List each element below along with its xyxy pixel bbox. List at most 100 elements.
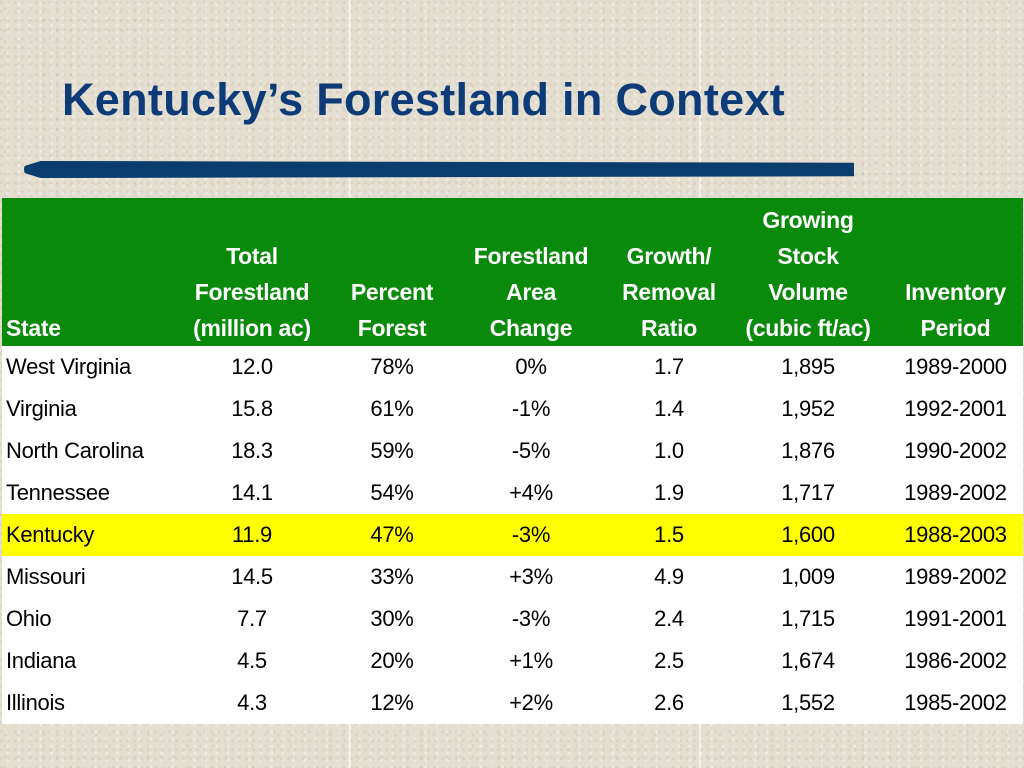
cell-inventory-period: 1985-2002: [904, 690, 1007, 715]
cell-growth-removal-ratio: 1.4: [654, 396, 684, 421]
header-forestland-area-change: Forestland Area Change: [452, 198, 610, 346]
header-line: Volume: [768, 279, 848, 305]
cell-state: Kentucky: [6, 522, 95, 547]
cell-inventory-period: 1989-2002: [904, 480, 1007, 505]
header-line: Removal: [622, 279, 716, 305]
header-line: Inventory: [905, 279, 1006, 305]
cell-percent-forest: 61%: [370, 396, 414, 421]
cell-growth-removal-ratio: 2.4: [654, 606, 684, 631]
cell-inventory-period: 1988-2003: [904, 522, 1007, 547]
header-line: Forestland: [473, 243, 589, 269]
header-line: Forestland: [194, 279, 310, 305]
cell-stock-volume: 1,600: [781, 522, 835, 547]
header-line: Ratio: [640, 315, 697, 341]
header-line: State: [6, 315, 61, 341]
table-row: North Carolina 18.3 59% -5% 1.0 1,876 19…: [2, 430, 1023, 472]
table-header: State Total Forestland (million ac) Perc…: [2, 198, 1023, 346]
cell-area-change: +2%: [509, 690, 553, 715]
header-state: State: [2, 198, 172, 346]
cell-area-change: -5%: [511, 438, 551, 463]
slide-title: Kentucky’s Forestland in Context: [62, 74, 786, 125]
cell-area-change: -3%: [511, 606, 551, 631]
cell-total-forestland: 14.5: [231, 564, 273, 589]
cell-percent-forest: 59%: [370, 438, 414, 463]
table-row: West Virginia 12.0 78% 0% 1.7 1,895 1989…: [2, 346, 1023, 388]
cell-total-forestland: 12.0: [231, 354, 273, 379]
cell-stock-volume: 1,552: [781, 690, 835, 715]
cell-stock-volume: 1,715: [781, 606, 835, 631]
cell-stock-volume: 1,895: [781, 354, 835, 379]
cell-percent-forest: 47%: [370, 522, 414, 547]
table-row-highlighted: Kentucky 11.9 47% -3% 1.5 1,600 1988-200…: [2, 514, 1023, 556]
table-row: Virginia 15.8 61% -1% 1.4 1,952 1992-200…: [2, 388, 1023, 430]
cell-state: Tennessee: [6, 480, 110, 505]
table-row: Indiana 4.5 20% +1% 2.5 1,674 1986-2002: [2, 640, 1023, 682]
header-inventory-period: Inventory Period: [888, 198, 1023, 346]
cell-percent-forest: 12%: [370, 690, 414, 715]
cell-total-forestland: 18.3: [231, 438, 273, 463]
cell-percent-forest: 20%: [370, 648, 414, 673]
header-line: Growing: [762, 207, 854, 233]
header-line: (million ac): [193, 315, 311, 341]
cell-stock-volume: 1,876: [781, 438, 835, 463]
header-line: Total: [226, 243, 278, 269]
cell-growth-removal-ratio: 1.5: [654, 522, 684, 547]
cell-state: Missouri: [6, 564, 86, 589]
cell-percent-forest: 54%: [370, 480, 414, 505]
header-line: Change: [489, 315, 573, 341]
table-row: Ohio 7.7 30% -3% 2.4 1,715 1991-2001: [2, 598, 1023, 640]
table-row: Missouri 14.5 33% +3% 4.9 1,009 1989-200…: [2, 556, 1023, 598]
cell-inventory-period: 1986-2002: [904, 648, 1007, 673]
cell-state: Illinois: [6, 690, 65, 715]
cell-total-forestland: 14.1: [231, 480, 273, 505]
cell-state: Ohio: [6, 606, 52, 631]
header-line: (cubic ft/ac): [745, 315, 871, 341]
cell-inventory-period: 1990-2002: [904, 438, 1007, 463]
cell-growth-removal-ratio: 2.5: [654, 648, 684, 673]
table-body: West Virginia 12.0 78% 0% 1.7 1,895 1989…: [2, 346, 1023, 724]
cell-stock-volume: 1,674: [781, 648, 835, 673]
cell-total-forestland: 15.8: [231, 396, 273, 421]
cell-area-change: +4%: [509, 480, 553, 505]
header-line: Stock: [777, 243, 839, 269]
cell-state: Virginia: [6, 396, 77, 421]
header-row: State Total Forestland (million ac) Perc…: [2, 198, 1023, 346]
cell-state: Indiana: [6, 648, 77, 673]
cell-percent-forest: 78%: [370, 354, 414, 379]
cell-inventory-period: 1991-2001: [904, 606, 1007, 631]
cell-area-change: +3%: [509, 564, 553, 589]
cell-inventory-period: 1989-2000: [904, 354, 1007, 379]
table-row: Tennessee 14.1 54% +4% 1.9 1,717 1989-20…: [2, 472, 1023, 514]
cell-total-forestland: 11.9: [232, 522, 272, 547]
cell-percent-forest: 33%: [370, 564, 414, 589]
header-line: Period: [920, 315, 991, 341]
header-growth-removal-ratio: Growth/ Removal Ratio: [610, 198, 728, 346]
cell-area-change: 0%: [515, 354, 547, 379]
cell-inventory-period: 1992-2001: [904, 396, 1007, 421]
cell-stock-volume: 1,952: [781, 396, 835, 421]
cell-inventory-period: 1989-2002: [904, 564, 1007, 589]
header-line: Percent: [350, 279, 434, 305]
cell-total-forestland: 4.5: [237, 648, 267, 673]
cell-percent-forest: 30%: [370, 606, 414, 631]
cell-total-forestland: 4.3: [237, 690, 267, 715]
cell-area-change: -3%: [511, 522, 551, 547]
header-percent-forest: Percent Forest: [332, 198, 452, 346]
cell-stock-volume: 1,009: [781, 564, 835, 589]
cell-growth-removal-ratio: 1.0: [654, 438, 684, 463]
forestland-table: State Total Forestland (million ac) Perc…: [2, 198, 1023, 724]
cell-area-change: -1%: [511, 396, 551, 421]
cell-state: North Carolina: [6, 438, 144, 463]
cell-area-change: +1%: [509, 648, 553, 673]
title-underline: [24, 161, 854, 178]
table-row: Illinois 4.3 12% +2% 2.6 1,552 1985-2002: [2, 682, 1023, 724]
header-line: Area: [506, 279, 556, 305]
cell-state: West Virginia: [6, 354, 131, 379]
cell-total-forestland: 7.7: [237, 606, 267, 631]
header-line: Forest: [357, 315, 427, 341]
cell-growth-removal-ratio: 1.9: [654, 480, 684, 505]
cell-growth-removal-ratio: 1.7: [654, 354, 684, 379]
header-line: Growth/: [626, 243, 712, 269]
cell-growth-removal-ratio: 2.6: [654, 690, 684, 715]
cell-growth-removal-ratio: 4.9: [654, 564, 684, 589]
